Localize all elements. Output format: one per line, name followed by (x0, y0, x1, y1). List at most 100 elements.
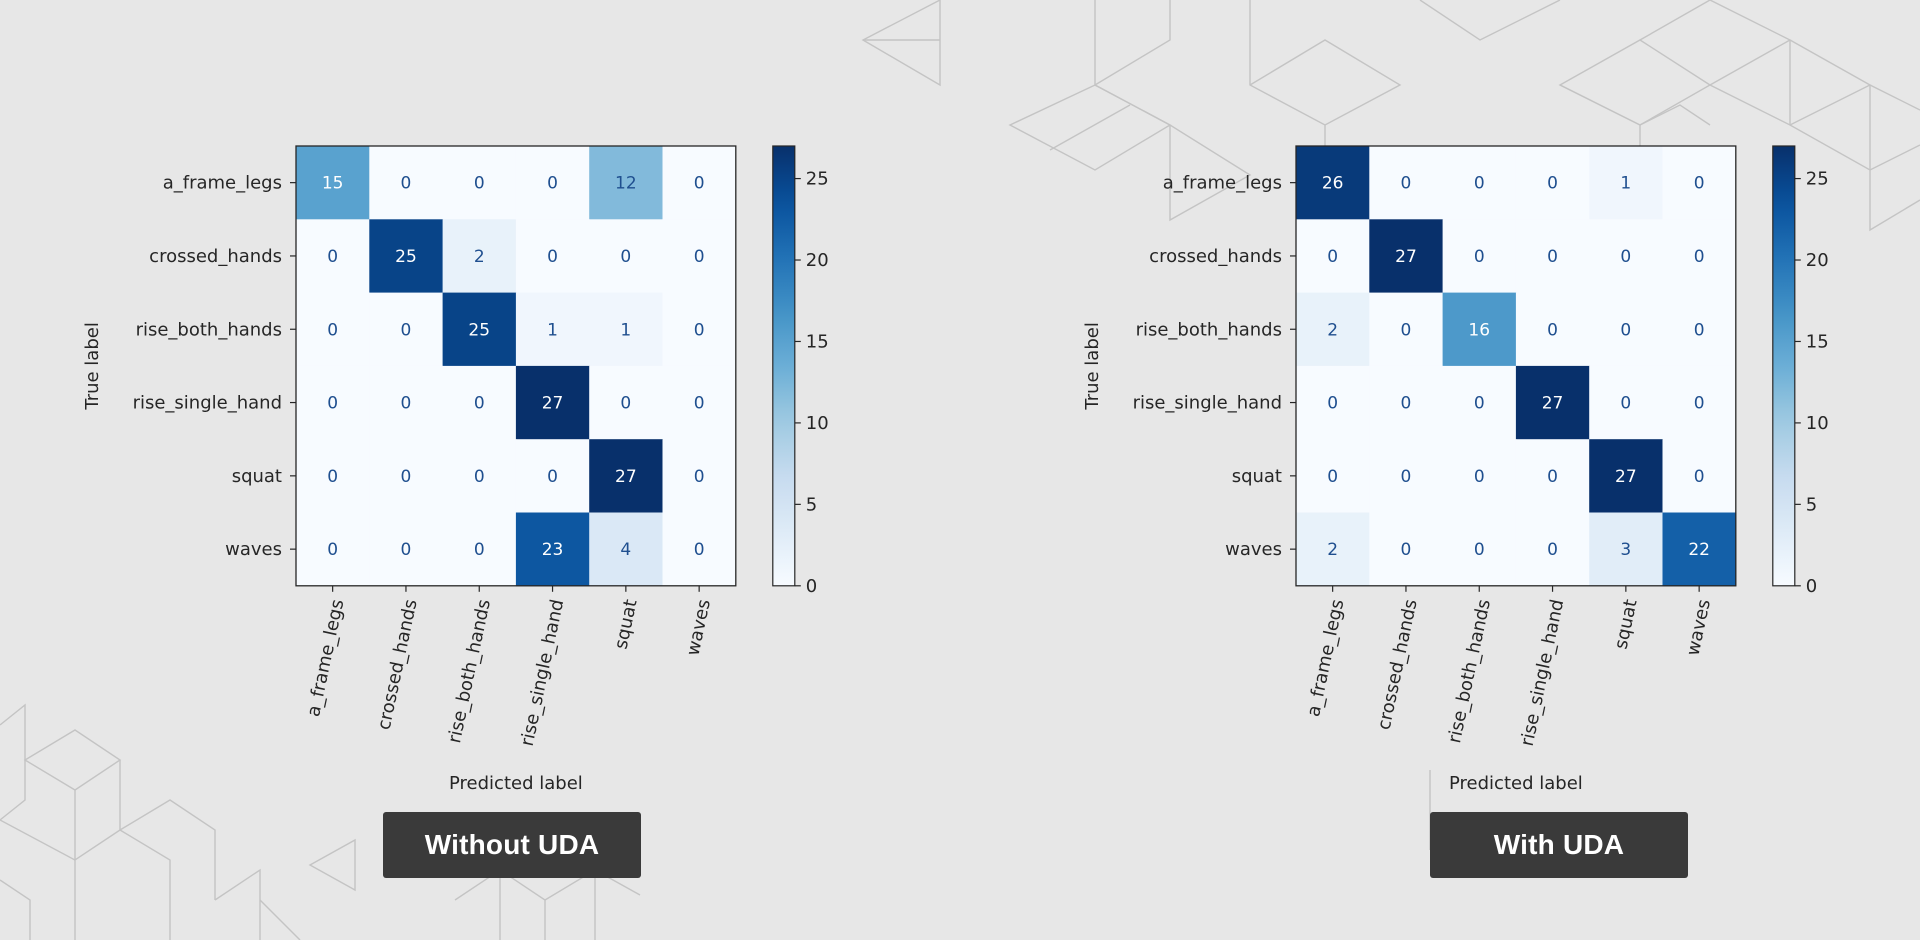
cell-value: 0 (1547, 320, 1558, 340)
cell-crossed-hands-rise-both-hands (1442, 219, 1517, 294)
y-tick-label: rise_single_hand (1133, 393, 1282, 414)
y-tick-label: rise_single_hand (133, 393, 282, 414)
cell-squat-crossed-hands (1369, 439, 1444, 513)
cell-value: 0 (1620, 247, 1631, 267)
cell-value: 2 (1327, 540, 1338, 560)
y-tick-label: rise_both_hands (1136, 319, 1282, 340)
pattern-line (0, 703, 26, 821)
y-tick-label: rise_both_hands (136, 319, 282, 340)
cell-value: 0 (1327, 394, 1338, 414)
cell-rise-both-hands-rise-single-hand (1515, 292, 1590, 367)
x-tick-label: crossed_hands (374, 598, 422, 732)
panel-without-uda: 15 0 0 0 12 0 0 25 2 0 0 0 0 0 25 1 1 0 0 0 0 27 0 0 0 0 0 0 27 0 0 0 0 2… (82, 145, 829, 878)
x-tick-label: a_frame_legs (303, 598, 348, 719)
cell-rise-both-hands-waves (1662, 292, 1737, 367)
x-tick-label: squat (611, 598, 642, 652)
cell-value: 27 (542, 394, 564, 414)
cell-value: 0 (327, 394, 338, 414)
pattern-line (1169, 124, 1252, 222)
cell-value: 0 (327, 247, 338, 267)
cell-waves-squat (1589, 512, 1663, 587)
x-tick-label: squat (1611, 598, 1642, 652)
cell-value: 26 (1322, 174, 1344, 194)
cell-value: 0 (547, 247, 558, 267)
pattern-line (1639, 104, 1711, 126)
cell-value: 0 (694, 320, 705, 340)
confusion-matrix-without-uda: 15 0 0 0 12 00 25 2 0 0 00 0 25 1 1 00 0 0 27 0 00 0 0 0 27 00 0 0 2… (82, 145, 829, 794)
cell-value: 3 (1620, 540, 1631, 560)
cell-rise-single-hand-crossed-hands (1369, 365, 1444, 440)
cell-rise-single-hand-rise-single-hand (1515, 365, 1590, 440)
cell-waves-crossed-hands (369, 512, 444, 587)
cell-value: 0 (474, 394, 485, 414)
cell-value: 0 (401, 394, 412, 414)
y-tick-label: crossed_hands (1149, 246, 1282, 267)
cell-a-frame-legs-squat (589, 146, 663, 220)
cell-rise-both-hands-rise-both-hands (1442, 292, 1517, 367)
cell-rise-single-hand-a-frame-legs (1296, 365, 1370, 440)
cell-value: 0 (1694, 174, 1705, 194)
y-tick-label: squat (232, 466, 282, 487)
cell-value: 0 (1694, 467, 1705, 487)
colorbar-tick-label: 10 (806, 413, 829, 434)
pattern-line (1639, 0, 1792, 86)
pattern-line (1419, 0, 1561, 41)
cell-value: 1 (620, 320, 631, 340)
colorbar-tick-label: 25 (1806, 169, 1829, 190)
colorbar (1772, 145, 1796, 587)
cell-value: 0 (1547, 540, 1558, 560)
y-axis-label: True label (82, 322, 103, 411)
x-tick-label: rise_both_hands (444, 598, 495, 746)
colorbar-tick-label: 0 (806, 576, 817, 597)
cell-crossed-hands-a-frame-legs (1296, 219, 1370, 294)
pattern-line (214, 868, 261, 940)
cell-rise-both-hands-a-frame-legs (296, 292, 370, 367)
y-tick-label: waves (225, 539, 282, 560)
cell-rise-both-hands-crossed-hands (1369, 292, 1444, 367)
pattern-line (1709, 39, 1872, 126)
cell-a-frame-legs-rise-single-hand (1515, 146, 1590, 220)
cell-rise-single-hand-squat (589, 365, 663, 440)
cell-value: 0 (620, 247, 631, 267)
cell-value: 0 (1694, 394, 1705, 414)
pattern-line (1094, 0, 1171, 87)
cell-value: 0 (1620, 320, 1631, 340)
cell-value: 0 (1694, 247, 1705, 267)
y-tick-label: a_frame_legs (1163, 173, 1282, 194)
cell-value: 25 (468, 320, 490, 340)
cell-value: 0 (474, 540, 485, 560)
cell-value: 1 (1620, 174, 1631, 194)
cell-rise-both-hands-waves (662, 292, 737, 367)
cell-value: 0 (1401, 320, 1412, 340)
cell-value: 0 (401, 320, 412, 340)
cell-value: 0 (547, 467, 558, 487)
cell-value: 0 (474, 467, 485, 487)
cell-value: 0 (1547, 247, 1558, 267)
x-axis-label: Predicted label (1449, 773, 1583, 794)
cell-waves-squat (589, 512, 663, 587)
cell-value: 12 (615, 174, 637, 194)
cell-a-frame-legs-a-frame-legs (296, 146, 370, 220)
cell-value: 22 (1688, 540, 1710, 560)
cell-a-frame-legs-rise-single-hand (515, 146, 590, 220)
cell-squat-a-frame-legs (296, 439, 370, 513)
cell-value: 0 (1547, 174, 1558, 194)
cell-value: 0 (1474, 540, 1485, 560)
caption-with-uda: With UDA (1430, 812, 1688, 878)
cell-rise-both-hands-a-frame-legs (1296, 292, 1370, 367)
caption-without-uda: Without UDA (383, 812, 641, 878)
cell-value: 0 (1474, 247, 1485, 267)
pattern-line (259, 899, 301, 940)
cell-a-frame-legs-squat (1589, 146, 1663, 220)
cell-value: 0 (401, 540, 412, 560)
cell-value: 0 (401, 467, 412, 487)
cell-rise-single-hand-squat (1589, 365, 1663, 440)
pattern-line (119, 799, 216, 900)
cell-squat-rise-both-hands (442, 439, 517, 513)
y-axis-label: True label (1082, 322, 1103, 411)
cell-a-frame-legs-rise-both-hands (1442, 146, 1517, 220)
cell-value: 0 (327, 467, 338, 487)
cell-crossed-hands-crossed-hands (369, 219, 444, 294)
cell-rise-both-hands-rise-single-hand (515, 292, 590, 367)
